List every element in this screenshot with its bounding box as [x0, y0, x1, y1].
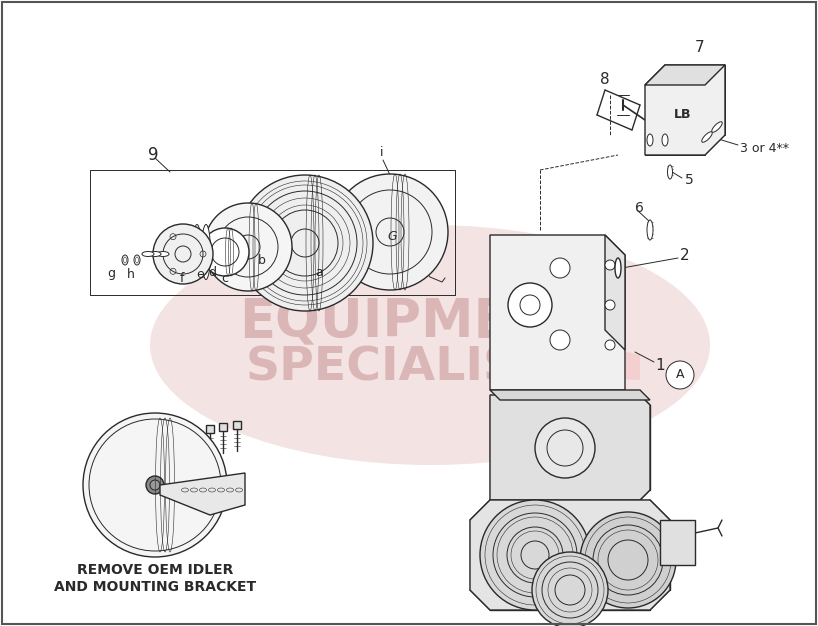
- Polygon shape: [490, 395, 650, 500]
- Circle shape: [480, 500, 590, 610]
- Text: d: d: [208, 265, 216, 279]
- Ellipse shape: [134, 255, 140, 265]
- Text: i: i: [380, 145, 384, 158]
- Ellipse shape: [615, 258, 621, 278]
- Text: SPECIALISTS: SPECIALISTS: [245, 346, 584, 391]
- Circle shape: [605, 340, 615, 350]
- Polygon shape: [530, 330, 640, 380]
- Circle shape: [153, 224, 213, 284]
- Circle shape: [204, 203, 292, 291]
- Text: 8: 8: [600, 73, 609, 88]
- Circle shape: [535, 418, 595, 478]
- Text: 2: 2: [680, 247, 690, 262]
- Ellipse shape: [702, 131, 712, 142]
- Ellipse shape: [122, 255, 128, 265]
- Text: 9: 9: [148, 146, 159, 164]
- Circle shape: [605, 260, 615, 270]
- Polygon shape: [470, 500, 670, 610]
- Text: G: G: [387, 230, 397, 244]
- Circle shape: [237, 175, 373, 311]
- Polygon shape: [605, 235, 625, 350]
- Text: 6: 6: [635, 201, 644, 215]
- Circle shape: [580, 512, 676, 608]
- Ellipse shape: [712, 121, 722, 132]
- Circle shape: [532, 552, 608, 626]
- Ellipse shape: [150, 225, 710, 465]
- Ellipse shape: [157, 252, 169, 257]
- Text: g: g: [107, 267, 115, 280]
- Text: a: a: [315, 267, 323, 279]
- Polygon shape: [160, 473, 245, 515]
- Ellipse shape: [647, 220, 653, 240]
- Circle shape: [550, 330, 570, 350]
- Text: h: h: [127, 267, 135, 280]
- Text: 3 or 4**: 3 or 4**: [740, 141, 789, 155]
- Text: b: b: [258, 254, 266, 267]
- Ellipse shape: [647, 134, 653, 146]
- Text: c: c: [222, 272, 228, 284]
- Text: f: f: [180, 272, 184, 284]
- Text: 5: 5: [685, 173, 694, 187]
- Text: 1: 1: [655, 357, 664, 372]
- Ellipse shape: [192, 225, 201, 279]
- Bar: [219, 423, 227, 431]
- Text: REMOVE OEM IDLER: REMOVE OEM IDLER: [77, 563, 233, 577]
- Bar: [233, 421, 241, 429]
- Circle shape: [520, 295, 540, 315]
- Text: 7: 7: [695, 41, 704, 56]
- Bar: [206, 425, 214, 433]
- Polygon shape: [645, 65, 725, 155]
- Text: AND MOUNTING BRACKET: AND MOUNTING BRACKET: [54, 580, 256, 594]
- Ellipse shape: [201, 225, 210, 279]
- Text: EQUIPMENT: EQUIPMENT: [240, 296, 591, 348]
- Circle shape: [605, 300, 615, 310]
- Bar: [660, 520, 695, 565]
- Circle shape: [83, 413, 227, 557]
- Circle shape: [508, 283, 552, 327]
- Ellipse shape: [667, 165, 672, 179]
- Circle shape: [550, 258, 570, 278]
- Circle shape: [332, 174, 448, 290]
- Ellipse shape: [149, 252, 161, 257]
- Text: e: e: [196, 269, 204, 282]
- Polygon shape: [645, 65, 725, 85]
- Ellipse shape: [662, 134, 668, 146]
- Circle shape: [150, 480, 160, 490]
- Ellipse shape: [142, 252, 154, 257]
- Text: LB: LB: [674, 108, 692, 121]
- Circle shape: [201, 228, 249, 276]
- Circle shape: [666, 361, 694, 389]
- Circle shape: [146, 476, 164, 494]
- Polygon shape: [490, 235, 625, 390]
- Text: A: A: [676, 369, 684, 381]
- Polygon shape: [490, 390, 650, 400]
